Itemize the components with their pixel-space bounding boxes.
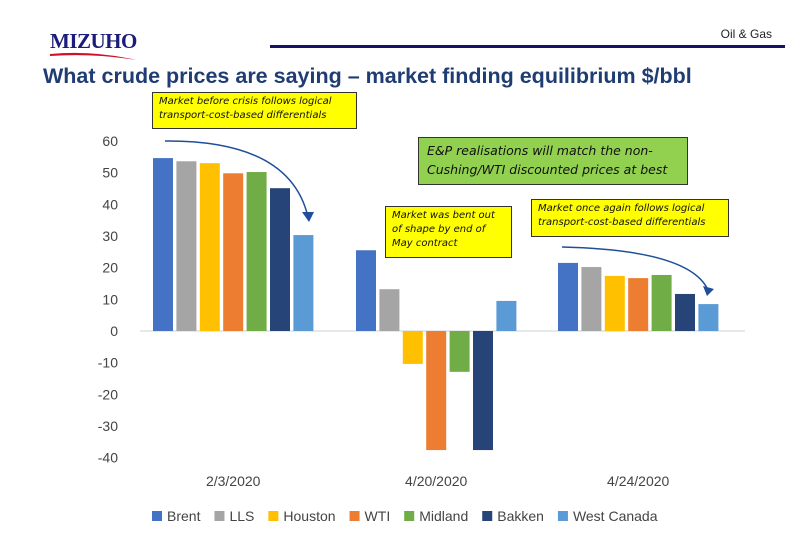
legend-label: Bakken bbox=[497, 508, 544, 524]
y-tick-label: -30 bbox=[98, 418, 118, 434]
y-tick-label: -10 bbox=[98, 355, 118, 371]
legend-label: West Canada bbox=[573, 508, 658, 524]
bar-lls bbox=[581, 267, 602, 331]
arrow-curve-2 bbox=[561, 246, 709, 291]
bar-houston bbox=[199, 163, 220, 331]
bar-midland bbox=[651, 274, 672, 331]
arrowhead-icon bbox=[302, 212, 314, 222]
annotation-bent-shape: Market was bent out of shape by end of M… bbox=[385, 206, 512, 258]
legend-swatch bbox=[482, 511, 493, 521]
x-category-label: 2/3/2020 bbox=[206, 473, 261, 489]
bar-west-canada bbox=[293, 235, 314, 331]
legend-label: WTI bbox=[365, 508, 391, 524]
bar-houston bbox=[604, 275, 625, 331]
bar-brent bbox=[153, 158, 173, 331]
legend-swatch bbox=[214, 511, 225, 521]
bar-wti bbox=[628, 278, 649, 331]
arrow-curve-1 bbox=[164, 140, 309, 218]
bar-wti bbox=[426, 331, 447, 451]
bar-west-canada bbox=[698, 304, 719, 331]
x-category-label: 4/24/2020 bbox=[607, 473, 669, 489]
y-tick-label: -20 bbox=[98, 386, 118, 402]
mizuho-logo: MIZUHO bbox=[50, 29, 137, 53]
logo-swoosh-icon bbox=[50, 52, 136, 60]
legend-label: Brent bbox=[167, 508, 201, 524]
y-tick-label: 0 bbox=[110, 323, 118, 339]
legend-swatch bbox=[349, 511, 360, 521]
bar-brent bbox=[356, 250, 376, 331]
y-tick-label: 60 bbox=[102, 133, 118, 149]
y-tick-label: 20 bbox=[102, 260, 118, 276]
legend-swatch bbox=[404, 511, 415, 521]
legend-label: LLS bbox=[229, 508, 254, 524]
bar-west-canada bbox=[496, 300, 517, 331]
bar-midland bbox=[449, 331, 470, 372]
bar-houston bbox=[402, 331, 423, 364]
annotation-arrows bbox=[164, 140, 709, 291]
legend-swatch bbox=[268, 511, 279, 521]
legend-label: Midland bbox=[419, 508, 468, 524]
annotation-logical-again: Market once again follows logical transp… bbox=[531, 199, 729, 237]
bar-bakken bbox=[675, 293, 695, 331]
annotation-pre-crisis: Market before crisis follows logical tra… bbox=[152, 92, 357, 129]
header-rule bbox=[270, 45, 785, 48]
bar-midland bbox=[246, 172, 267, 331]
y-tick-label: 10 bbox=[102, 291, 118, 307]
legend-label: Houston bbox=[283, 508, 335, 524]
bar-wti bbox=[223, 173, 244, 331]
x-category-label: 4/20/2020 bbox=[405, 473, 467, 489]
bar-bakken bbox=[270, 188, 290, 331]
legend-swatch bbox=[557, 511, 568, 521]
y-tick-label: -40 bbox=[98, 450, 118, 466]
y-tick-label: 40 bbox=[102, 196, 118, 212]
page-title: What crude prices are saying – market fi… bbox=[43, 64, 692, 88]
bar-lls bbox=[379, 289, 400, 331]
arrowhead-icon bbox=[703, 286, 714, 296]
bar-bakken bbox=[473, 331, 493, 451]
annotation-ep-realisations: E&P realisations will match the non-Cush… bbox=[418, 137, 688, 185]
y-tick-label: 50 bbox=[102, 165, 118, 181]
bar-brent bbox=[558, 262, 578, 331]
section-label: Oil & Gas bbox=[720, 27, 772, 41]
bar-lls bbox=[176, 161, 197, 331]
legend-swatch bbox=[152, 511, 162, 521]
y-tick-label: 30 bbox=[102, 228, 118, 244]
